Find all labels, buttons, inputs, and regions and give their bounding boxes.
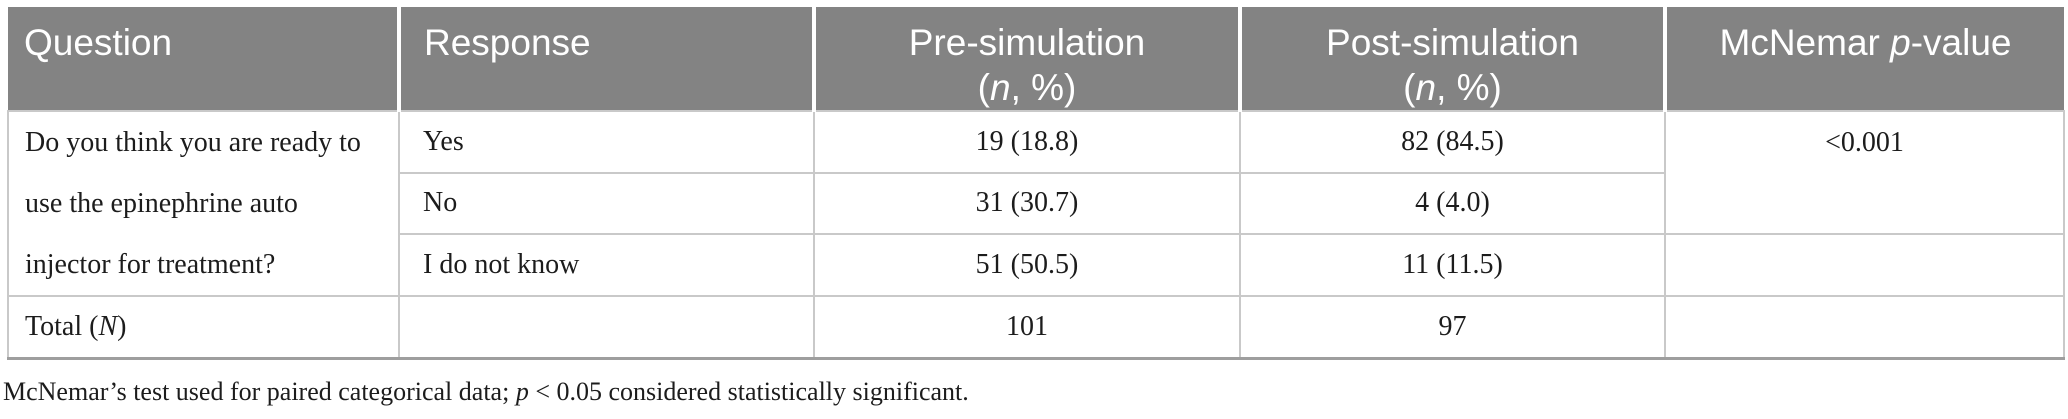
column-header-question-label: Question xyxy=(24,22,173,63)
table-row-i-do-not-know: I do not know 51 (50.5) 11 (11.5) xyxy=(8,233,2065,297)
table-body: Do you think you are ready to use the ep… xyxy=(7,109,2065,359)
post-simulation-cell-i-do-not-know: 11 (11.5) xyxy=(1239,233,1666,297)
table-row-yes: Do you think you are ready to use the ep… xyxy=(7,109,2065,297)
column-header-post-simulation-title: Post-simulation xyxy=(1326,22,1579,63)
post-simulation-cell-no: 4 (4.0) xyxy=(1239,171,1666,236)
total-pvalue-cell-empty xyxy=(1664,295,2065,359)
response-cell-no: No xyxy=(398,171,815,236)
question-line-2: use the epinephrine auto xyxy=(25,188,298,219)
post-simulation-cell-yes: 82 (84.5) xyxy=(1239,110,1666,174)
pre-simulation-cell-no: 31 (30.7) xyxy=(813,171,1241,236)
total-response-cell-empty xyxy=(398,295,815,359)
column-header-pre-simulation: Pre-simulation (n, %) xyxy=(812,7,1240,111)
table-footnote: McNemar’s test used for paired categoric… xyxy=(3,376,2068,408)
column-header-question: Question xyxy=(8,7,399,111)
column-header-response: Response xyxy=(397,7,814,111)
column-header-response-label: Response xyxy=(424,22,591,63)
column-header-post-simulation: Post-simulation (n, %) xyxy=(1238,7,1665,111)
column-header-post-simulation-unit: (n, %) xyxy=(1403,67,1502,108)
total-post-simulation-cell: 97 xyxy=(1239,295,1666,359)
footnote-text-suffix: < 0.05 considered statistically signific… xyxy=(528,376,969,406)
footnote-text-prefix: McNemar’s test used for paired categoric… xyxy=(3,376,516,406)
table-row-no: No 31 (30.7) 4 (4.0) xyxy=(8,171,2064,236)
question-cell: Do you think you are ready to use the ep… xyxy=(7,110,400,297)
column-header-pre-simulation-unit: (n, %) xyxy=(977,67,1077,108)
table-row-total: Total (N) 101 97 xyxy=(7,295,2065,359)
table-header: Question Response Pre-simulation (n, %) … xyxy=(8,7,2064,111)
question-line-1: Do you think you are ready to xyxy=(25,127,361,158)
response-cell-yes: Yes xyxy=(398,110,815,174)
pre-simulation-cell-i-do-not-know: 51 (50.5) xyxy=(813,233,1241,297)
total-pre-simulation-cell: 101 xyxy=(813,295,1241,359)
results-table: Question Response Pre-simulation (n, %) … xyxy=(7,7,2065,360)
total-label-cell: Total (N) xyxy=(7,295,400,359)
response-cell-i-do-not-know: I do not know xyxy=(398,233,815,297)
footnote-p-variable: p xyxy=(515,376,529,406)
pvalue-cell-empty-row3 xyxy=(1664,233,2065,297)
pvalue-cell: <0.001 xyxy=(1664,109,2065,236)
column-header-pre-simulation-title: Pre-simulation xyxy=(908,22,1146,63)
page: Question Response Pre-simulation (n, %) … xyxy=(0,7,2068,419)
question-line-3: injector for treatment? xyxy=(25,249,276,280)
header-row: Question Response Pre-simulation (n, %) … xyxy=(8,7,2064,111)
pre-simulation-cell-yes: 19 (18.8) xyxy=(813,110,1241,174)
column-header-mcnemar-pvalue: McNemar p-value xyxy=(1663,7,2064,111)
